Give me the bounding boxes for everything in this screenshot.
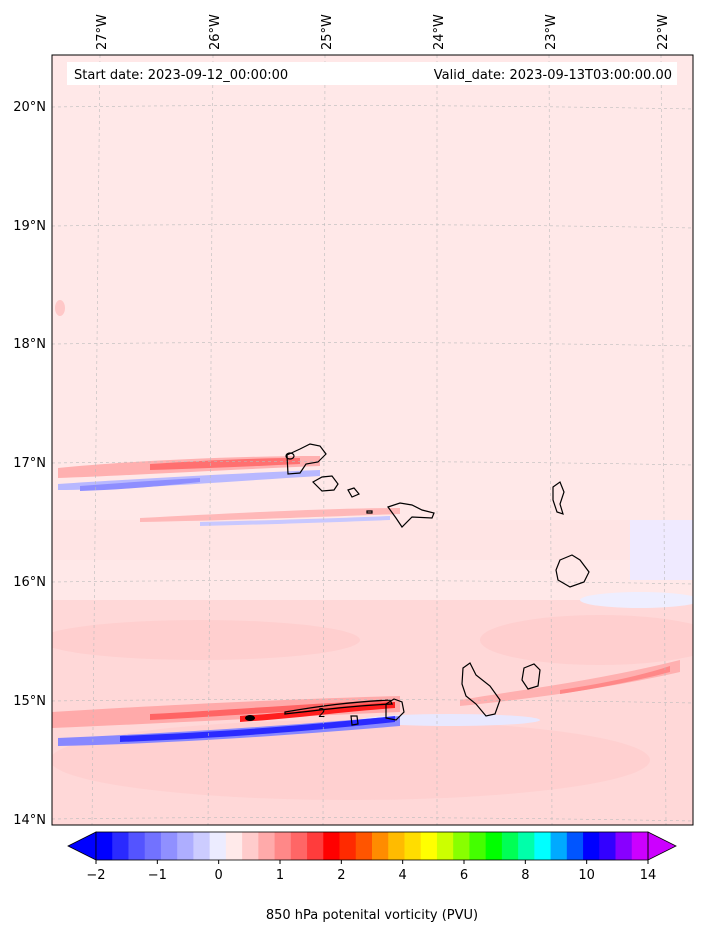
island-sal <box>552 481 565 515</box>
colorbar-segment <box>615 832 633 860</box>
colorbar-segment <box>274 832 292 860</box>
colorbar-segment <box>469 832 487 860</box>
island-sao-vicente <box>312 475 339 492</box>
lat-label-14n: 14°N <box>13 813 46 828</box>
longitude-labels: 27°W 26°W 25°W 24°W 23°W 22°W <box>95 14 671 50</box>
colorbar-tick-label: −2 <box>86 868 105 883</box>
colorbar: −2 −1 0 1 2 4 6 8 10 14 <box>67 831 677 883</box>
latitude-labels: 20°N 19°N 18°N 17°N 16°N 15°N 14°N <box>13 100 46 828</box>
colorbar-tick-label: 10 <box>578 868 595 883</box>
graticule <box>52 55 693 825</box>
lat-label-16n: 16°N <box>13 575 46 590</box>
colorbar-segment <box>144 832 162 860</box>
island-brava <box>350 715 359 726</box>
colorbar-segment <box>160 832 178 860</box>
colorbar-segment <box>225 832 243 860</box>
lat-label-20n: 20°N <box>13 100 46 115</box>
pv-field: 2 <box>52 55 693 825</box>
lon-label-26w: 26°W <box>208 14 223 50</box>
island-santo-antao <box>286 443 327 475</box>
lon-label-27w: 27°W <box>95 14 110 50</box>
coastlines <box>286 443 590 726</box>
colorbar-title: 850 hPa potenital vorticity (PVU) <box>266 908 478 923</box>
island-sao-nicolau <box>387 502 435 528</box>
colorbar-segment <box>323 832 340 860</box>
map-frame <box>51 54 694 826</box>
colorbar-segment <box>96 832 113 860</box>
colorbar-tick-label: 6 <box>460 868 468 883</box>
colorbar-segment <box>420 832 438 860</box>
colorbar-segment <box>307 832 324 860</box>
colorbar-tick-label: 1 <box>276 868 284 883</box>
island-santiago <box>461 662 501 717</box>
lat-label-19n: 19°N <box>13 219 46 234</box>
colorbar-segment <box>566 832 584 860</box>
colorbar-segment <box>128 832 146 860</box>
start-date: Start date: 2023-09-12_00:00:00 <box>74 68 288 83</box>
colorbar-segment <box>177 832 194 860</box>
colorbar-segment <box>209 832 227 860</box>
colorbar-segment <box>242 832 259 860</box>
colorbar-segment <box>518 832 535 860</box>
island-santa-luzia <box>347 487 360 498</box>
lat-label-17n: 17°N <box>13 456 46 471</box>
lon-label-25w: 25°W <box>320 14 335 50</box>
colorbar-tick-label: 8 <box>521 868 529 883</box>
contour-label: 2 <box>318 706 326 720</box>
colorbar-tick-label: 4 <box>399 868 407 883</box>
lon-label-24w: 24°W <box>432 14 447 50</box>
colorbar-segment <box>501 832 519 860</box>
valid-date: Valid_date: 2023-09-13T03:00:00.00 <box>434 68 672 83</box>
colorbar-segment <box>258 832 275 860</box>
colorbar-segment <box>372 832 389 860</box>
colorbar-segment <box>355 832 373 860</box>
colorbar-tick-label: −1 <box>148 868 167 883</box>
colorbar-segment <box>404 832 422 860</box>
colorbar-segment <box>290 832 308 860</box>
lon-label-22w: 22°W <box>656 14 671 50</box>
colorbar-tick-label: 14 <box>640 868 657 883</box>
colorbar-segment <box>193 832 211 860</box>
colorbar-segment <box>534 832 551 860</box>
colorbar-extend-max <box>647 831 677 861</box>
colorbar-segment <box>550 832 568 860</box>
colorbar-segment <box>485 832 503 860</box>
info-box <box>67 62 677 85</box>
lat-label-18n: 18°N <box>13 337 46 352</box>
colorbar-segment <box>583 832 600 860</box>
island-raso <box>366 510 373 514</box>
colorbar-segment <box>339 832 357 860</box>
colorbar-segment <box>436 832 454 860</box>
colorbar-segment <box>388 832 405 860</box>
lat-label-15n: 15°N <box>13 694 46 709</box>
island-fogo <box>385 698 405 721</box>
island-maio <box>521 663 541 690</box>
island-boa-vista <box>555 554 590 588</box>
colorbar-tick-label: 2 <box>337 868 345 883</box>
colorbar-segment <box>453 832 470 860</box>
colorbar-tick-label: 0 <box>215 868 223 883</box>
colorbar-frame <box>95 831 649 861</box>
colorbar-extend-min <box>67 831 97 861</box>
lon-label-23w: 23°W <box>544 14 559 50</box>
colorbar-segment <box>112 832 129 860</box>
colorbar-segment <box>631 832 649 860</box>
colorbar-segment <box>599 832 616 860</box>
